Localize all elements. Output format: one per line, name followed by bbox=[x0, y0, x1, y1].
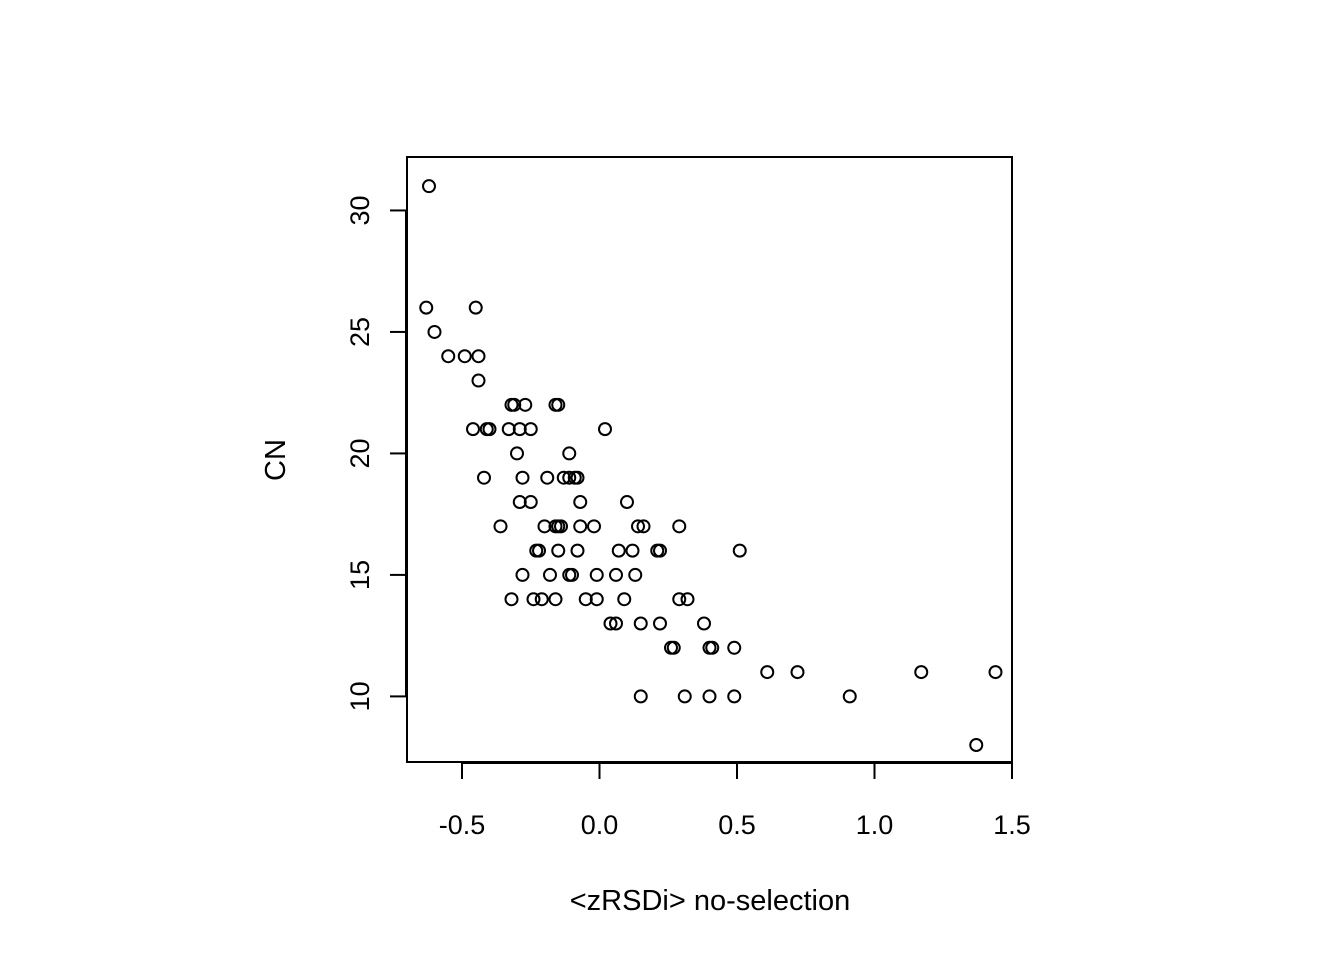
data-point bbox=[653, 543, 667, 558]
data-point bbox=[633, 689, 648, 704]
data-point bbox=[702, 689, 717, 704]
data-point bbox=[534, 592, 549, 607]
data-point bbox=[636, 519, 651, 534]
data-point bbox=[573, 519, 588, 534]
data-point bbox=[540, 470, 555, 485]
x-axis: -0.5 0.0 0.5 1.0 1.5 bbox=[439, 762, 1031, 840]
data-point bbox=[504, 592, 519, 607]
data-point bbox=[532, 543, 546, 558]
data-point bbox=[526, 592, 541, 607]
data-point bbox=[570, 470, 585, 485]
data-point bbox=[523, 422, 538, 437]
data-point bbox=[419, 300, 434, 315]
y-tick-label: 10 bbox=[345, 681, 375, 711]
data-point bbox=[653, 616, 667, 631]
data-point bbox=[565, 567, 579, 582]
data-point bbox=[760, 665, 775, 680]
data-point bbox=[551, 543, 566, 558]
y-tick-label: 15 bbox=[345, 560, 375, 590]
data-points bbox=[419, 179, 1003, 752]
data-point bbox=[727, 689, 742, 704]
data-point bbox=[672, 592, 687, 607]
data-point bbox=[573, 495, 588, 510]
data-point bbox=[589, 567, 604, 582]
data-point bbox=[422, 179, 436, 194]
data-point bbox=[628, 567, 643, 582]
data-point bbox=[587, 519, 601, 534]
y-tick-label: 25 bbox=[345, 317, 375, 347]
data-point bbox=[457, 349, 472, 364]
data-point bbox=[471, 373, 486, 388]
data-point bbox=[988, 665, 1003, 680]
data-point bbox=[515, 567, 530, 582]
data-point bbox=[493, 519, 508, 534]
data-point bbox=[680, 592, 695, 607]
plot-frame bbox=[406, 156, 1013, 763]
data-point bbox=[548, 592, 563, 607]
x-tick-label: -0.5 bbox=[439, 810, 486, 840]
data-point bbox=[543, 567, 557, 582]
data-point bbox=[914, 665, 929, 680]
data-point bbox=[551, 397, 566, 412]
data-point bbox=[842, 689, 857, 704]
data-point bbox=[697, 616, 711, 631]
y-tick-label: 30 bbox=[345, 195, 375, 225]
data-point bbox=[518, 397, 533, 412]
data-point bbox=[609, 567, 623, 582]
data-point bbox=[466, 422, 480, 437]
data-point bbox=[727, 640, 742, 655]
data-point bbox=[477, 470, 491, 485]
y-tick-label: 20 bbox=[345, 438, 375, 468]
y-axis-label: CN bbox=[260, 439, 292, 481]
data-point bbox=[790, 665, 805, 680]
data-point bbox=[570, 543, 585, 558]
x-tick-label: 1.5 bbox=[993, 810, 1031, 840]
data-point bbox=[633, 616, 648, 631]
x-tick-label: 1.0 bbox=[856, 810, 894, 840]
y-axis: 10 15 20 25 30 bbox=[345, 195, 407, 711]
data-point bbox=[482, 422, 497, 437]
data-point bbox=[441, 349, 456, 364]
data-point bbox=[705, 640, 720, 655]
data-point bbox=[468, 300, 483, 315]
data-point bbox=[666, 640, 681, 655]
data-point bbox=[523, 495, 538, 510]
data-point bbox=[677, 689, 692, 704]
data-point bbox=[515, 470, 530, 485]
data-point bbox=[732, 543, 747, 558]
x-axis-label: <zRSDi> no-selection bbox=[570, 885, 850, 917]
data-point bbox=[603, 616, 618, 631]
data-point bbox=[510, 446, 524, 461]
data-point bbox=[672, 519, 687, 534]
data-point bbox=[617, 592, 632, 607]
data-point bbox=[471, 349, 486, 364]
data-point bbox=[611, 543, 626, 558]
data-point bbox=[969, 737, 984, 752]
data-point bbox=[598, 422, 612, 437]
x-tick-label: 0.5 bbox=[718, 810, 756, 840]
data-point bbox=[631, 519, 645, 534]
data-point bbox=[562, 446, 577, 461]
data-point bbox=[589, 592, 604, 607]
data-point bbox=[427, 324, 442, 339]
data-point bbox=[554, 519, 568, 534]
data-point bbox=[609, 616, 623, 631]
data-point bbox=[562, 470, 577, 485]
data-point bbox=[625, 543, 640, 558]
x-tick-label: 0.0 bbox=[581, 810, 619, 840]
data-point bbox=[620, 495, 634, 510]
